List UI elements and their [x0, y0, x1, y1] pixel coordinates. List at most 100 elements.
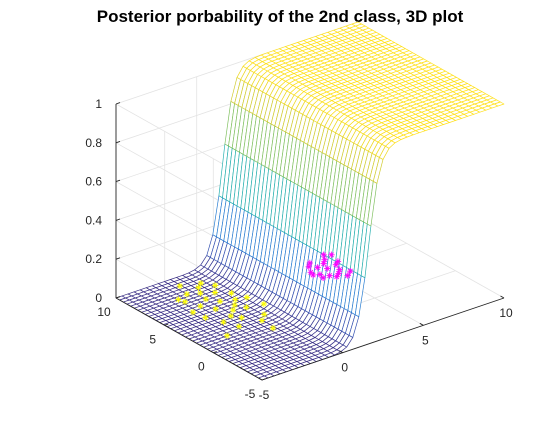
asterisk-stroke	[321, 261, 327, 267]
z-tick-label: 0	[95, 291, 102, 305]
asterisk-stroke	[232, 297, 238, 303]
x-tick-label: 5	[422, 333, 429, 347]
asterisk-stroke	[307, 260, 313, 266]
class1-point	[260, 300, 267, 308]
asterisk-stroke	[328, 252, 334, 258]
asterisk-stroke	[243, 304, 249, 310]
class2-point	[319, 274, 327, 281]
class1-point	[211, 289, 219, 296]
class1-point	[231, 301, 238, 309]
asterisk-stroke	[197, 290, 203, 296]
z-tick-mark	[115, 140, 121, 144]
class2-point	[344, 272, 351, 279]
y-tick-label: -5	[245, 387, 256, 401]
class2-point	[321, 256, 328, 263]
class1-point	[235, 323, 243, 330]
asterisk-stroke	[202, 315, 208, 321]
y-tick-mark	[164, 323, 169, 326]
scatter-points	[175, 251, 354, 339]
x-tick-mark	[258, 377, 263, 381]
z-tick-label: 0.2	[85, 252, 102, 266]
class2-point	[306, 259, 313, 267]
asterisk-stroke	[228, 290, 234, 296]
asterisk-stroke	[244, 294, 250, 301]
chart-title: Posterior porbability of the 2nd class, …	[97, 7, 464, 26]
asterisk-stroke	[320, 275, 326, 281]
class1-point	[176, 282, 184, 290]
asterisk-stroke	[239, 315, 245, 321]
y-tick-mark	[261, 378, 266, 381]
asterisk-stroke	[197, 303, 203, 309]
class1-point	[228, 289, 235, 297]
asterisk-stroke	[336, 270, 342, 276]
asterisk-stroke	[322, 257, 328, 263]
x-tick-mark	[338, 350, 343, 354]
class2-point	[305, 263, 312, 270]
asterisk-stroke	[347, 268, 353, 274]
class1-point	[202, 314, 209, 321]
asterisk-stroke	[213, 306, 219, 312]
asterisk-stroke	[230, 307, 236, 313]
class2-point	[336, 266, 343, 273]
z-tick-label: 1	[95, 97, 102, 111]
class1-point	[223, 332, 231, 339]
class1-point	[243, 304, 250, 311]
grid-line-x-floor	[357, 215, 505, 299]
class2-point	[328, 251, 335, 259]
class1-point	[243, 294, 251, 301]
class1-point	[197, 303, 204, 310]
asterisk-stroke	[270, 325, 276, 331]
class1-point	[211, 282, 219, 289]
class2-point	[335, 270, 342, 277]
asterisk-stroke	[217, 298, 223, 304]
y-tick-mark	[213, 351, 217, 354]
asterisk-stroke	[261, 301, 267, 307]
asterisk-stroke	[324, 265, 330, 272]
class1-point	[220, 318, 227, 326]
x-tick-label: 0	[341, 361, 348, 375]
class2-point	[324, 265, 331, 272]
asterisk-stroke	[337, 267, 343, 273]
asterisk-stroke	[212, 282, 218, 288]
z-tick-label: 0.6	[85, 175, 102, 189]
class1-point	[216, 298, 224, 305]
class1-point	[258, 317, 266, 324]
axis-lines	[115, 104, 505, 381]
asterisk-stroke	[220, 319, 227, 325]
asterisk-stroke	[212, 289, 218, 296]
class1-point	[175, 296, 182, 303]
class2-point	[347, 268, 354, 275]
class1-point	[195, 284, 202, 291]
class1-point	[261, 311, 268, 318]
x-tick-label: -5	[259, 388, 270, 402]
asterisk-stroke	[321, 252, 327, 258]
asterisk-stroke	[315, 264, 321, 270]
asterisk-stroke	[203, 296, 209, 302]
asterisk-stroke	[327, 273, 333, 279]
class1-point	[197, 289, 204, 297]
class1-point	[238, 314, 245, 321]
class1-point	[197, 280, 205, 287]
asterisk-stroke	[317, 271, 323, 278]
asterisk-stroke	[335, 258, 341, 264]
z-tick-mark	[115, 257, 121, 260]
x-tick-mark	[419, 322, 424, 326]
asterisk-stroke	[224, 333, 230, 339]
asterisk-stroke	[261, 311, 267, 317]
asterisk-stroke	[228, 313, 234, 319]
asterisk-stroke	[310, 272, 316, 278]
class2-point	[334, 258, 342, 265]
class1-point	[269, 324, 277, 332]
z-tick-mark	[115, 296, 121, 299]
asterisk-stroke	[232, 302, 238, 308]
asterisk-stroke	[308, 269, 314, 275]
class1-point	[232, 296, 239, 303]
surface-cell	[493, 101, 505, 107]
class2-point	[326, 272, 333, 279]
asterisk-stroke	[259, 317, 265, 323]
class2-point	[320, 260, 327, 267]
z-tick-mark	[115, 179, 121, 183]
